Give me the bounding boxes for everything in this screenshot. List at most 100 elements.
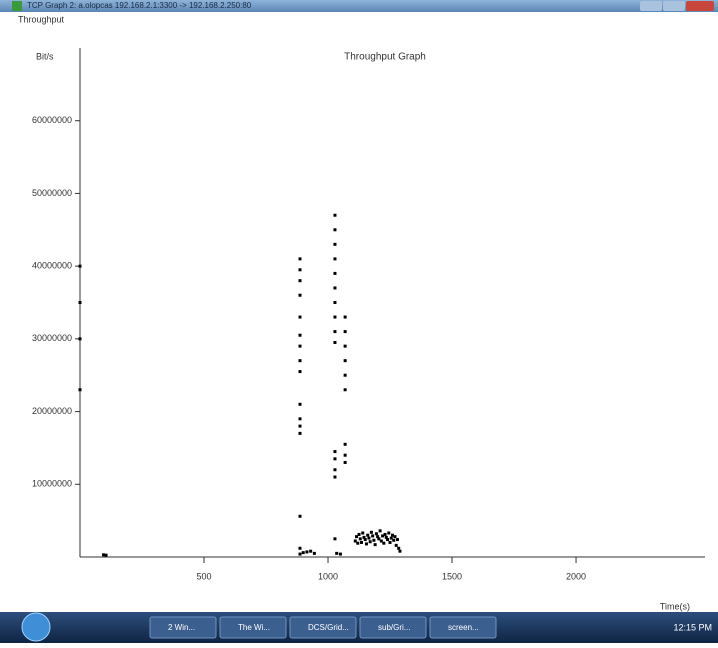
point [344, 443, 347, 446]
y-tick-label: 40000000 [32, 261, 72, 271]
taskbar-button-label: The Wi... [238, 623, 270, 632]
point [339, 553, 342, 556]
point [298, 316, 301, 319]
x-tick-label: 1500 [442, 571, 462, 581]
point [298, 345, 301, 348]
point [344, 359, 347, 362]
window-title: TCP Graph 2: a.olopcas 192.168.2.1:3300 … [27, 1, 252, 10]
point [333, 214, 336, 217]
maximize-button[interactable] [663, 1, 685, 11]
start-button[interactable] [22, 613, 50, 641]
point [302, 551, 305, 554]
point [298, 257, 301, 260]
close-button[interactable] [686, 1, 714, 11]
screen: TCP Graph 2: a.olopcas 192.168.2.1:3300 … [0, 0, 718, 643]
point [313, 552, 316, 555]
point [396, 538, 399, 541]
point [79, 388, 82, 391]
point [371, 534, 374, 537]
x-tick-label: 500 [196, 571, 211, 581]
point [298, 547, 301, 550]
point [398, 550, 401, 553]
point [298, 268, 301, 271]
taskbar-button-label: sub/Gri... [378, 623, 410, 632]
point [382, 542, 385, 545]
y-tick-label: 10000000 [32, 479, 72, 489]
point [358, 533, 361, 536]
point [79, 265, 82, 268]
point [333, 286, 336, 289]
minimize-button[interactable] [640, 1, 662, 11]
point [333, 243, 336, 246]
point [359, 537, 362, 540]
point [333, 272, 336, 275]
y-tick-label: 30000000 [32, 333, 72, 343]
taskbar-buttons: 2 Win... The Wi... DCS/Grid... sub/Gri... sc… [150, 617, 496, 638]
taskbar [0, 612, 718, 643]
point [386, 538, 389, 541]
y-tick-label: 60000000 [32, 115, 72, 125]
point [360, 541, 363, 544]
point [333, 316, 336, 319]
y-unit-label: Bit/s [36, 51, 54, 61]
point [298, 403, 301, 406]
chart-title: Throughput Graph [344, 52, 426, 63]
clock: 12:15 PM [673, 622, 712, 632]
point [366, 534, 369, 537]
point [333, 450, 336, 453]
point [309, 550, 312, 553]
point [333, 457, 336, 460]
point [344, 330, 347, 333]
y-tick-label: 20000000 [32, 406, 72, 416]
point [379, 529, 382, 532]
y-tick-label: 50000000 [32, 188, 72, 198]
point [344, 454, 347, 457]
x-tick-label: 2000 [566, 571, 586, 581]
point [333, 468, 336, 471]
point [364, 538, 367, 541]
x-axis-label: Time(s) [660, 601, 690, 611]
point [333, 537, 336, 540]
point [344, 461, 347, 464]
point [392, 539, 395, 542]
taskbar-button-label: 2 Win... [168, 623, 195, 632]
point [298, 425, 301, 428]
point [333, 257, 336, 260]
point [387, 532, 390, 535]
point [389, 541, 392, 544]
point [344, 374, 347, 377]
point [395, 544, 398, 547]
point [298, 370, 301, 373]
point [374, 543, 377, 546]
point [393, 535, 396, 538]
point [344, 388, 347, 391]
point [298, 294, 301, 297]
point [79, 301, 82, 304]
taskbar-button-label: DCS/Grid... [308, 623, 349, 632]
window-body [0, 0, 718, 643]
point [333, 330, 336, 333]
point [369, 540, 372, 543]
point [298, 553, 301, 556]
point [344, 345, 347, 348]
point [372, 539, 375, 542]
point [397, 547, 400, 550]
point [298, 515, 301, 518]
point [298, 279, 301, 282]
point [79, 337, 82, 340]
x-tick-label: 1000 [318, 571, 338, 581]
point [298, 359, 301, 362]
y-axis-label: Throughput [18, 14, 65, 24]
point [361, 532, 364, 535]
point [384, 533, 387, 536]
point [365, 542, 368, 545]
point [367, 537, 370, 540]
point [298, 432, 301, 435]
point [105, 554, 108, 557]
taskbar-button-label: screen... [448, 623, 479, 632]
point [344, 316, 347, 319]
point [370, 531, 373, 534]
point [356, 542, 359, 545]
point [375, 532, 378, 535]
point [305, 550, 308, 553]
